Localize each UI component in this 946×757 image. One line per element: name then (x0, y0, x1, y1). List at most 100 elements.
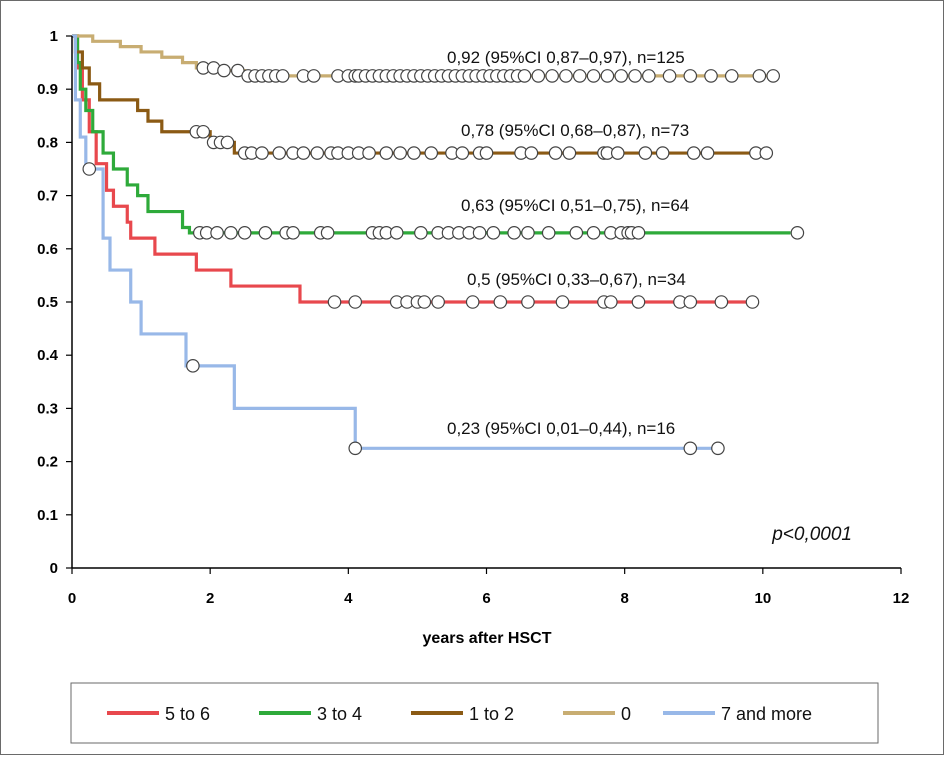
censor-marker (493, 295, 508, 309)
annotations-layer: 0,5 (95%CI 0,33–0,67), n=34 0,63 (95%CI 0… (447, 48, 689, 438)
p-value-label: p<0,0001 (771, 524, 852, 545)
y-tick-label: 1 (50, 28, 58, 45)
censor-marker (683, 69, 698, 83)
censor-marker (224, 226, 238, 240)
censor-marker (521, 226, 535, 240)
annotation-3-to-4: 0,63 (95%CI 0,51–0,75), n=64 (461, 196, 689, 215)
censor-marker (310, 146, 325, 160)
censor-marker (638, 146, 653, 160)
censor-marker (286, 226, 300, 240)
y-axis-ticks: 0 0.1 0.2 0.3 0.4 0.5 0.6 0.7 0.8 0.9 1 (37, 28, 72, 577)
legend-label-1-to-2: 1 to 2 (469, 704, 514, 724)
censor-marker (662, 69, 677, 83)
x-tick-label: 0 (68, 590, 76, 607)
censor-marker (220, 135, 235, 150)
censor-marker (327, 295, 342, 309)
annotation-0: 0,92 (95%CI 0,87–0,97), n=125 (447, 48, 685, 67)
censor-marker (752, 69, 767, 83)
curve-5-to-6 (72, 34, 756, 304)
censor-marker (586, 69, 601, 83)
censor-marker (217, 63, 231, 78)
censor-marker (196, 124, 211, 139)
censor-marker (683, 441, 698, 456)
censor-marker (745, 295, 760, 309)
censor-marker (600, 69, 615, 83)
x-tick-label: 10 (754, 590, 771, 607)
censor-marker (714, 295, 729, 309)
annotation-7-and-more: 0,23 (95%CI 0,01–0,44), n=16 (447, 419, 675, 438)
x-tick-label: 4 (344, 590, 353, 607)
censor-marker (631, 295, 646, 309)
censor-marker (275, 69, 290, 83)
censor-marker (766, 69, 780, 83)
censor-markers-layer (82, 61, 805, 456)
censor-marker (521, 295, 535, 309)
legend-label-5-to-6: 5 to 6 (165, 704, 210, 724)
censor-marker (586, 226, 601, 240)
y-tick-label: 0.9 (37, 81, 58, 98)
y-tick-label: 0.7 (37, 188, 58, 205)
censor-marker (614, 69, 629, 83)
x-axis-title: years after HSCT (423, 630, 552, 647)
censor-marker (642, 69, 656, 83)
censor-marker (562, 146, 577, 160)
censor-marker (362, 146, 376, 160)
censor-marker (479, 146, 494, 160)
x-tick-label: 8 (620, 590, 628, 607)
censor-marker (255, 146, 269, 160)
censor-marker (610, 146, 625, 160)
y-tick-label: 0.3 (37, 400, 58, 417)
censor-marker (631, 226, 646, 240)
censor-marker (455, 146, 470, 160)
censor-marker (559, 69, 573, 83)
y-tick-label: 0.6 (37, 241, 58, 258)
censor-marker (628, 69, 642, 83)
censor-marker (296, 146, 311, 160)
x-tick-label: 6 (482, 590, 490, 607)
y-tick-label: 0.4 (37, 347, 59, 364)
censor-marker (82, 162, 97, 176)
censor-marker (306, 69, 321, 83)
legend-label-7-and-more: 7 and more (721, 704, 812, 724)
legend-box (70, 682, 879, 744)
censor-marker (486, 226, 501, 240)
censor-marker (210, 226, 224, 240)
censor-marker (417, 295, 432, 309)
censor-marker (759, 146, 774, 160)
x-tick-label: 12 (893, 590, 910, 607)
censor-marker (531, 69, 546, 83)
y-tick-label: 0.8 (37, 134, 58, 151)
y-tick-label: 0.5 (37, 294, 58, 311)
censor-marker (472, 226, 487, 240)
censor-marker (572, 69, 587, 83)
y-tick-label: 0.1 (37, 507, 58, 524)
censor-marker (389, 226, 404, 240)
censor-marker (237, 226, 252, 240)
censor-marker (507, 226, 521, 240)
censor-marker (545, 69, 559, 83)
censor-marker (700, 146, 715, 160)
censor-marker (524, 146, 539, 160)
censor-marker (258, 226, 273, 240)
x-axis-ticks: 0 2 4 6 8 10 12 (68, 568, 910, 607)
legend: 5 to 6 3 to 4 1 to 2 0 7 and more (107, 704, 812, 724)
censor-marker (186, 359, 200, 373)
censor-marker (541, 226, 556, 240)
censor-marker (686, 146, 701, 160)
censor-marker (348, 295, 363, 309)
censor-marker (424, 146, 439, 160)
annotation-5-to-6: 0,5 (95%CI 0,33–0,67), n=34 (467, 270, 686, 289)
legend-label-0: 0 (621, 704, 631, 724)
censor-marker (431, 295, 445, 309)
curves-layer (72, 34, 791, 450)
censor-marker (569, 226, 584, 240)
censor-marker (604, 295, 618, 309)
annotation-1-to-2: 0,78 (95%CI 0,68–0,87), n=73 (461, 121, 689, 140)
censor-marker (555, 295, 570, 309)
censor-marker (379, 146, 394, 160)
censor-marker (272, 146, 287, 160)
curve-3-to-4 (72, 34, 791, 235)
x-tick-label: 2 (206, 590, 214, 607)
